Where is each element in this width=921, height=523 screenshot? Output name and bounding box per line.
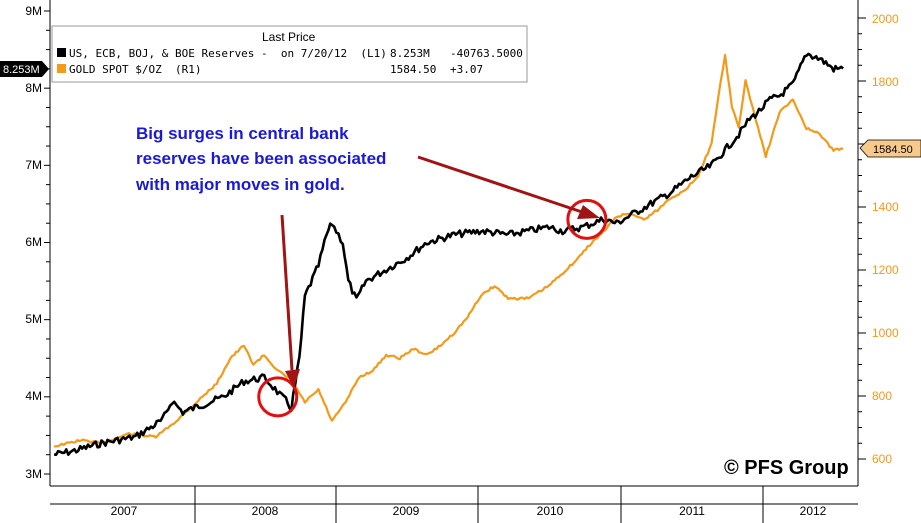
right-tick-label: 2000 [872, 12, 899, 26]
last-value-right: 1584.50 [873, 144, 913, 156]
left-tick-label: 4M [25, 389, 42, 403]
legend-change-gold: +3.07 [450, 63, 483, 76]
x-tick-label: 2012 [800, 504, 827, 518]
legend-label-reserves: US, ECB, BOJ, & BOE Reserves - on 7/20/1… [69, 47, 387, 60]
arrow-head [285, 369, 300, 388]
legend-box [51, 25, 528, 83]
highlight-layer [257, 198, 608, 418]
legend-header: Last Price [262, 30, 316, 44]
x-axis: 2007 2008 2009 2010 2011 2012 [111, 486, 827, 523]
legend-swatch-reserves [57, 48, 66, 57]
annotation-line: with major moves in gold. [135, 175, 345, 194]
x-tick-label: 2009 [393, 504, 420, 518]
right-axis-minor-ticks [858, 17, 866, 460]
x-tick-label: 2011 [679, 504, 705, 518]
x-tick-label: 2010 [537, 504, 564, 518]
annotation-line: reserves have been associated [136, 149, 386, 168]
annotation-text: Big surges in central bank reserves have… [135, 124, 386, 194]
legend-last-reserves: 8.253M [390, 47, 430, 60]
right-tick-label: 600 [872, 452, 892, 466]
left-tick-label: 6M [25, 235, 42, 249]
legend: Last Price US, ECB, BOJ, & BOE Reserves … [51, 25, 528, 83]
reserves-series-line [54, 52, 844, 457]
right-axis-ticks: 600 800 1000 1200 1400 1600 1800 2000 [872, 12, 899, 466]
left-tick-label: 5M [25, 312, 42, 326]
legend-label-gold: GOLD SPOT $/OZ (R1) [69, 63, 201, 76]
watermark: © PFS Group [724, 457, 849, 479]
right-tick-label: 1000 [872, 326, 899, 340]
left-tick-label: 7M [25, 158, 42, 172]
legend-change-reserves: -40763.5000 [450, 47, 523, 60]
x-tick-label: 2008 [252, 504, 279, 518]
highlight-circle [566, 198, 608, 240]
left-tick-label: 9M [25, 4, 42, 18]
arrow-line [417, 155, 583, 214]
series-layer [53, 52, 844, 457]
last-value-tag-left: 8.253M [0, 61, 49, 77]
left-axis-ticks: 3M 4M 5M 6M 7M 8M 9M [25, 4, 42, 481]
right-tick-label: 1800 [872, 75, 899, 89]
left-tick-label: 3M [25, 467, 42, 481]
left-tick-label: 8M [25, 81, 42, 95]
arrow-head [577, 205, 600, 219]
right-tick-label: 1400 [872, 200, 899, 214]
legend-last-gold: 1584.50 [390, 63, 436, 76]
right-tick-label: 800 [872, 389, 892, 403]
last-value-tag-right: 1584.50 [859, 139, 921, 158]
highlight-circle [257, 376, 299, 418]
arrow-line [280, 214, 294, 371]
annotation-arrows [280, 155, 600, 388]
left-axis-minor-ticks [44, 10, 50, 475]
right-tick-label: 1200 [872, 263, 899, 277]
annotation-line: Big surges in central bank [136, 124, 349, 143]
x-tick-label: 2007 [111, 504, 138, 518]
legend-swatch-gold [57, 64, 66, 73]
last-value-left: 8.253M [3, 64, 40, 76]
